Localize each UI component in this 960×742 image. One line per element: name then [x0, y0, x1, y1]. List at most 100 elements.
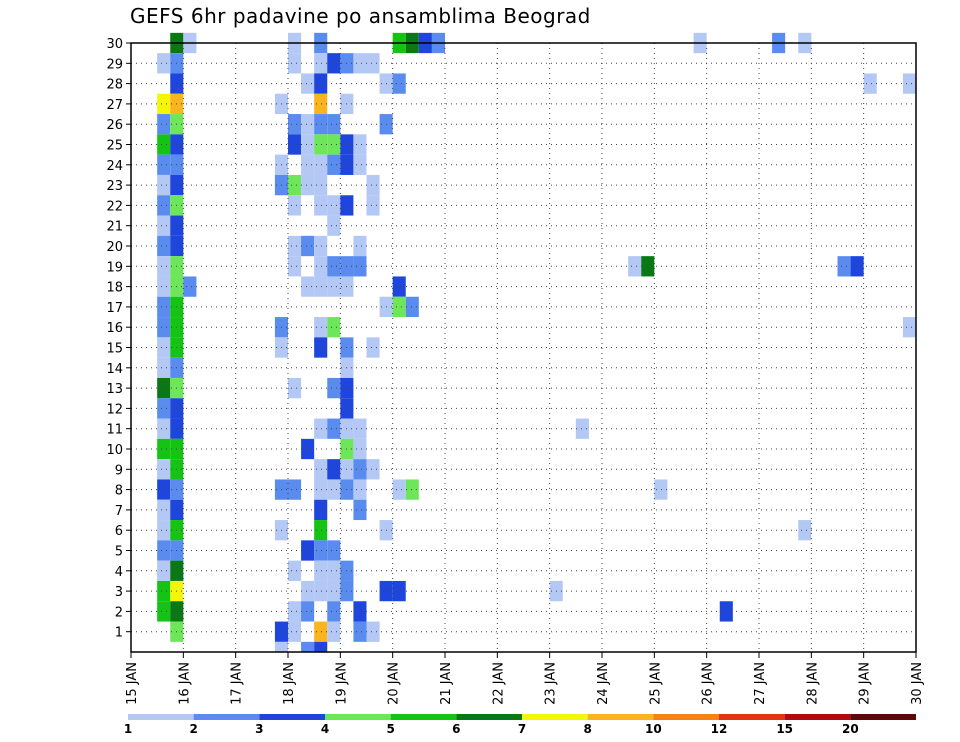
heatmap-cell [314, 418, 328, 439]
heatmap-cell [157, 276, 171, 297]
y-tick-label: 7 [115, 504, 123, 519]
heatmap-cell [157, 540, 171, 561]
heatmap-cell [157, 459, 171, 480]
heatmap-cell [327, 195, 341, 216]
heatmap-cell [157, 398, 171, 419]
heatmap-cell [157, 438, 171, 460]
y-tick-label: 10 [106, 443, 123, 458]
y-tick-label: 30 [106, 37, 123, 52]
colorbar-label: 5 [386, 722, 394, 736]
heatmap-cell [288, 114, 302, 135]
y-tick-label: 29 [106, 57, 123, 72]
colorbar-label: 10 [645, 722, 662, 736]
heatmap-cell [314, 580, 328, 602]
heatmap-cell [157, 317, 171, 338]
x-tick-label: 24 JAN [596, 662, 611, 705]
heatmap-cell [157, 357, 171, 378]
heatmap-cell [405, 479, 419, 500]
heatmap-cell [314, 154, 328, 175]
colorbar-swatch [259, 714, 325, 720]
heatmap-cell [157, 580, 171, 602]
heatmap-cell [353, 53, 367, 74]
heatmap-cell [327, 53, 341, 74]
heatmap-cell [301, 134, 315, 155]
heatmap-cell [353, 154, 367, 175]
heatmap-cell [314, 174, 328, 196]
heatmap-cell [314, 459, 328, 480]
heatmap-cell [314, 540, 328, 561]
x-tick-label: 21 JAN [439, 662, 454, 705]
colorbar-swatch [325, 714, 391, 720]
heatmap-cell [314, 134, 328, 155]
heatmap-cell [288, 621, 302, 642]
colorbar-swatch [128, 714, 194, 720]
heatmap-cell [327, 377, 341, 399]
heatmap-cell [314, 256, 328, 277]
heatmap-cell [301, 73, 315, 94]
heatmap-cell [157, 601, 171, 622]
heatmap-cell [575, 418, 589, 439]
colorbar-swatch [653, 714, 719, 720]
heatmap-cell [327, 540, 341, 561]
plot-frame [130, 42, 917, 653]
x-tick-label: 19 JAN [334, 662, 349, 705]
heatmap-cell [314, 317, 328, 338]
heatmap-cell [157, 479, 171, 500]
heatmap-cell [288, 235, 302, 257]
heatmap-cell [314, 479, 328, 500]
heatmap-cell [353, 235, 367, 257]
heatmap-cell [301, 235, 315, 257]
x-tick-label: 28 JAN [805, 662, 820, 705]
y-tick-label: 20 [106, 240, 123, 255]
heatmap-cell [327, 418, 341, 439]
y-tick-label: 23 [106, 179, 123, 194]
x-tick-label: 15 JAN [125, 662, 140, 705]
y-tick-label: 9 [115, 463, 123, 478]
colorbar-label: 7 [518, 722, 526, 736]
colorbar-label: 20 [842, 722, 859, 736]
heatmap-cell [366, 337, 380, 358]
colorbar-label: 4 [321, 722, 329, 736]
heatmap-cell [327, 621, 341, 642]
colorbar-label: 15 [776, 722, 793, 736]
colorbar-label: 6 [452, 722, 460, 736]
y-tick-label: 21 [106, 220, 123, 235]
heatmap-cell [157, 174, 171, 196]
heatmap-cell [366, 53, 380, 74]
heatmap-cell [157, 256, 171, 277]
colorbar-swatch [522, 714, 588, 720]
heatmap-cell [366, 621, 380, 642]
heatmap-cell [301, 276, 315, 297]
heatmap-cell [157, 418, 171, 439]
heatmap-cell [157, 93, 171, 115]
heatmap-cell [314, 560, 328, 581]
x-tick-label: 17 JAN [230, 662, 245, 705]
heatmap-cell [157, 235, 171, 257]
heatmap-cell [288, 195, 302, 216]
heatmap-cell [288, 601, 302, 622]
heatmap-cell [301, 114, 315, 135]
y-tick-label: 11 [106, 423, 123, 438]
heatmap-cell [392, 276, 406, 297]
colorbar-label: 3 [255, 722, 263, 736]
heatmap-cell [288, 134, 302, 155]
colorbar-swatch [193, 714, 260, 720]
heatmap-cell [314, 73, 328, 94]
heatmap-cells [157, 32, 916, 652]
heatmap-cell [353, 134, 367, 155]
heatmap-cell [314, 114, 328, 135]
chart-title: GEFS 6hr padavine po ansamblima Beograd [130, 4, 591, 28]
heatmap-cell [314, 641, 328, 652]
heatmap-cell [157, 337, 171, 358]
heatmap-cell [353, 256, 367, 277]
heatmap-cell [902, 73, 916, 94]
x-tick-label: 22 JAN [491, 662, 506, 705]
heatmap-cell [157, 195, 171, 216]
heatmap-cell [157, 377, 171, 399]
colorbar-swatch [850, 714, 916, 720]
heatmap-cell [301, 580, 315, 602]
heatmap-cell [301, 174, 315, 196]
heatmap-cell [157, 114, 171, 135]
heatmap-cell [902, 317, 916, 338]
colorbar-label: 2 [189, 722, 197, 736]
